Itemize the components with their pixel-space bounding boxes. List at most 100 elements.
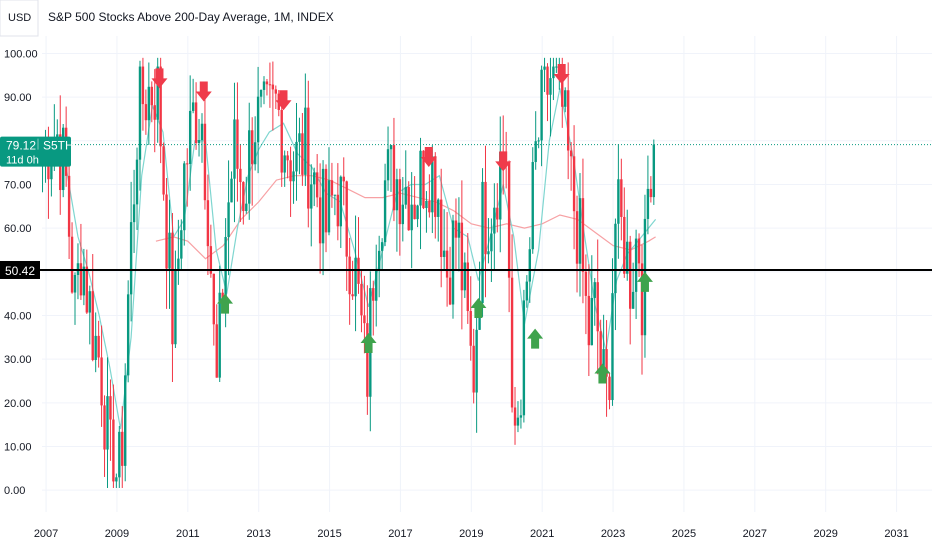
candle-body (283, 155, 286, 173)
arrow-up-icon (470, 298, 487, 319)
candle-body (191, 102, 195, 111)
candle-body (442, 250, 446, 257)
candle-body (623, 216, 626, 274)
candle-body (70, 236, 74, 293)
y-tick-label: 10.00 (4, 441, 32, 453)
candle-body (336, 194, 340, 227)
y-tick-label: 60.00 (4, 223, 32, 235)
candle-body (345, 181, 348, 257)
candle-body (637, 238, 641, 264)
candle-body (147, 86, 151, 121)
candle-body (413, 204, 416, 220)
candle-body (389, 145, 393, 150)
candle-body (587, 295, 591, 346)
arrow-down-icon (495, 151, 512, 172)
price-badge-value: 79.12 (6, 139, 36, 153)
candle-body (448, 277, 452, 305)
candle-body (510, 277, 514, 408)
reference-badge-box (0, 260, 40, 279)
candle-body (416, 205, 419, 220)
candle-body (439, 199, 443, 257)
candle-body (543, 66, 546, 70)
candle-body (566, 90, 570, 151)
y-tick-label: 20.00 (4, 398, 32, 410)
candle-body (457, 222, 461, 238)
x-tick-label: 2021 (530, 528, 554, 540)
candle-body (188, 110, 192, 164)
candle-body (203, 123, 207, 201)
candle-body (245, 203, 248, 212)
arrow-down-icon (275, 90, 292, 111)
candle-body (469, 311, 472, 346)
candle-body (602, 349, 605, 368)
candle-body (153, 105, 156, 120)
candle-body (564, 90, 567, 107)
candle-body (97, 335, 100, 358)
candle-body (490, 233, 493, 252)
candle-body (315, 172, 319, 198)
arrow-down-icon (151, 68, 168, 89)
candle-body (280, 109, 283, 173)
candle-body (85, 266, 89, 313)
candle-body (168, 232, 171, 269)
candle-body (569, 150, 573, 157)
candle-body (292, 171, 295, 182)
price-badge-countdown: 11d 0h (6, 155, 39, 167)
candle-body (401, 204, 405, 225)
candle-body (330, 180, 334, 196)
candle-body (141, 66, 145, 105)
candle-body (454, 220, 458, 238)
x-tick-label: 2015 (317, 528, 341, 540)
candle-body (463, 262, 467, 291)
candle-body (646, 188, 650, 219)
candle-body (481, 181, 484, 304)
candle-body (271, 84, 275, 90)
candle-body (121, 431, 124, 466)
y-tick-label: 90.00 (4, 92, 32, 104)
x-tick-label: 2029 (813, 528, 837, 540)
candle-body (318, 197, 322, 244)
candle-body (410, 204, 413, 231)
arrow-up-icon (594, 363, 611, 384)
candle-body (126, 294, 130, 376)
candle-body (73, 275, 77, 293)
candle-body (351, 294, 354, 297)
candle-body (165, 194, 168, 269)
candle-body (209, 246, 213, 274)
candle-body (194, 102, 198, 144)
candle-body (348, 256, 351, 295)
currency-box[interactable] (0, 0, 39, 37)
candle-body (555, 66, 558, 68)
currency-label: USD (8, 12, 31, 24)
candle-body (262, 81, 266, 90)
x-axis: 2007 2009 2011 2013 2015 2017 2019 2021 2023 2025… (34, 528, 909, 540)
candle-body (50, 163, 53, 180)
candle-body (395, 179, 399, 211)
candlesticks[interactable] (41, 57, 656, 488)
candle-body (118, 431, 121, 478)
candle-body (324, 168, 328, 233)
reference-badge: 50.42 (0, 260, 40, 279)
candle-body (540, 69, 543, 141)
candle-body (581, 198, 585, 272)
candle-body (552, 66, 555, 79)
candle-body (115, 477, 118, 482)
candle-body (404, 187, 407, 205)
chart-header: USD S&P 500 Stocks Above 200-Day Average… (0, 0, 334, 37)
candle-body (171, 232, 174, 345)
candle-body (321, 168, 325, 244)
candle-body (82, 266, 86, 296)
candle-body (230, 178, 233, 203)
candle-body (295, 141, 298, 172)
candle-body (180, 230, 183, 259)
candle-body (472, 345, 475, 393)
candle-body (398, 179, 402, 225)
candle-body (109, 396, 112, 420)
candle-body (590, 297, 594, 346)
candle-body (227, 202, 230, 237)
candle-body (354, 257, 357, 297)
candle-body (383, 180, 387, 243)
candle-body (614, 223, 617, 294)
candle-body (200, 123, 204, 141)
